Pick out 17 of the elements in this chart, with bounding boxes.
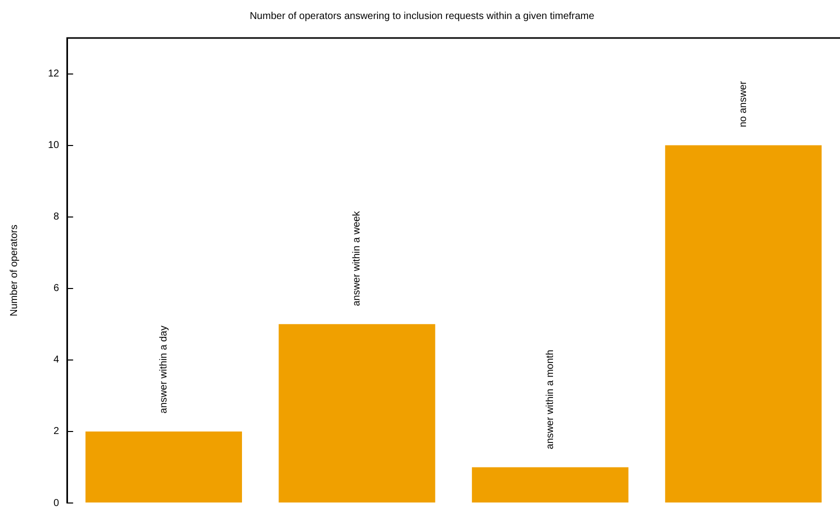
x-tick-label: answer within a day (158, 326, 170, 414)
y-axis-title: Number of operators (8, 224, 20, 316)
bar (278, 324, 436, 502)
y-tick-label: 12 (48, 68, 60, 80)
bar (472, 467, 628, 502)
bar (85, 431, 242, 502)
bar (665, 145, 822, 502)
y-tick-label: 4 (54, 354, 60, 366)
y-tick-label: 10 (48, 140, 60, 152)
y-tick-label: 8 (54, 212, 60, 223)
y-tick-label: 6 (54, 283, 60, 294)
x-tick-label: answer within a week (352, 210, 363, 306)
y-tick-label: 0 (54, 498, 60, 509)
x-tick-label: no answer (738, 80, 750, 128)
chart-title: Number of operators answering to inclusion requests within a given timeframe (250, 10, 595, 22)
x-tick-label: answer within a month (544, 350, 556, 450)
y-tick-label: 2 (54, 426, 60, 438)
